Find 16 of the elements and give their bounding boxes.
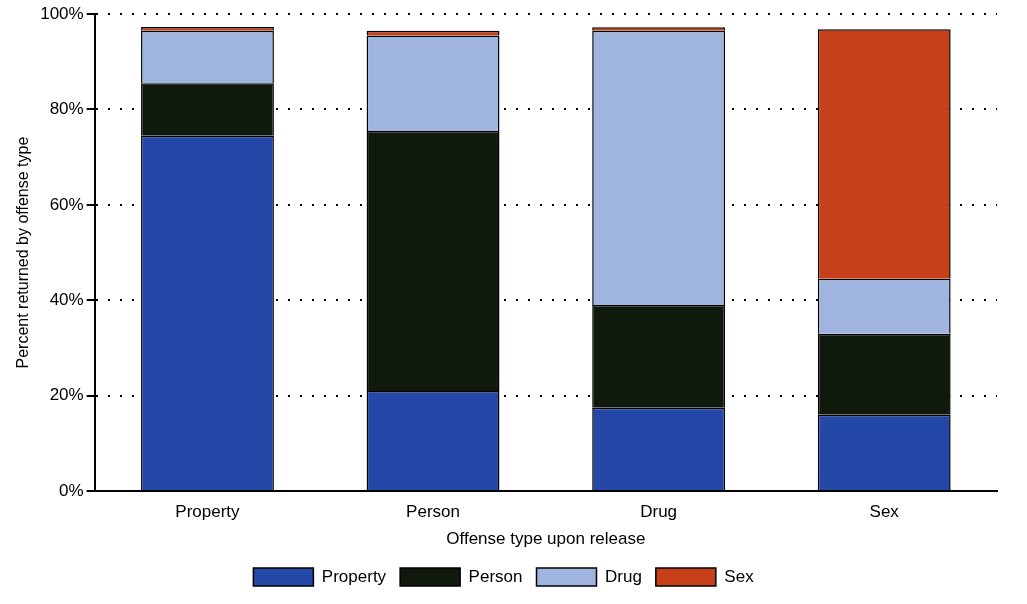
legend-label: Property bbox=[321, 566, 387, 586]
x-tick-label: Sex bbox=[869, 502, 900, 522]
x-axis-title: Offense type upon release bbox=[446, 529, 646, 549]
y-tick-label: 100% bbox=[40, 3, 84, 23]
x-tick-label: Drug bbox=[640, 502, 678, 522]
y-tick-label: 0% bbox=[59, 480, 84, 500]
y-axis-title: Percent returned by offense type bbox=[14, 136, 32, 369]
legend-label: Sex bbox=[724, 566, 755, 586]
legend-label: Drug bbox=[604, 566, 642, 586]
y-tick-label: 60% bbox=[49, 194, 84, 214]
legend-label: Person bbox=[468, 566, 523, 586]
y-tick-label: 40% bbox=[49, 290, 84, 310]
x-tick-label: Person bbox=[406, 502, 460, 522]
y-tick-label: 80% bbox=[49, 99, 84, 119]
x-tick-label: Property bbox=[175, 502, 241, 522]
y-tick-label: 20% bbox=[49, 385, 84, 405]
